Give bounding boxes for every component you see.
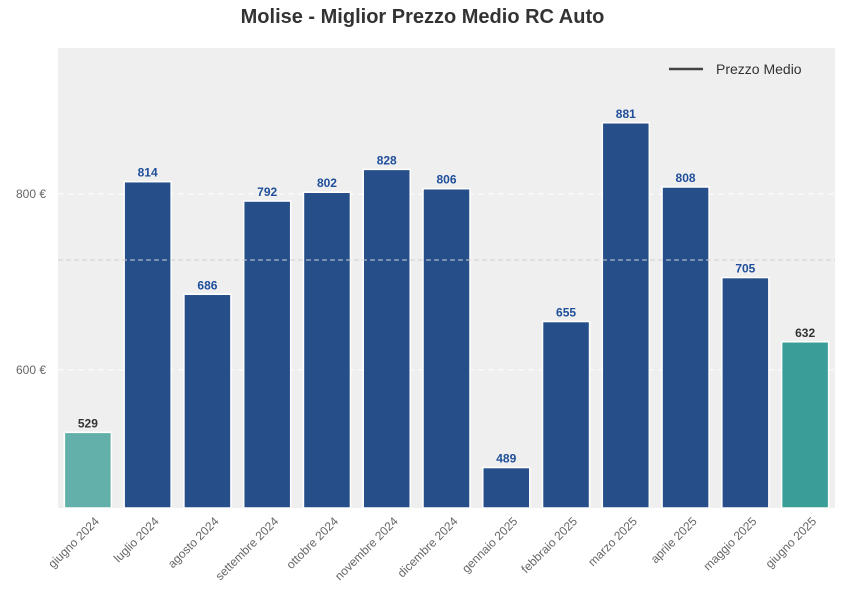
data-label: 529: [78, 416, 98, 430]
data-label: 705: [735, 262, 755, 276]
bar: [362, 168, 411, 509]
x-tick-label: marzo 2025: [585, 514, 640, 569]
x-tick-label: dicembre 2024: [395, 514, 461, 580]
bar: [123, 180, 172, 509]
bar: [242, 200, 292, 509]
bar: [601, 122, 651, 509]
legend-label: Prezzo Medio: [716, 61, 802, 77]
data-label: 808: [676, 171, 696, 185]
data-label: 489: [496, 452, 516, 466]
x-tick-label: novembre 2024: [332, 514, 401, 583]
chart-title: Molise - Miglior Prezzo Medio RC Auto: [240, 6, 605, 28]
x-tick-label: febbraio 2025: [518, 514, 580, 576]
bar: [302, 191, 352, 509]
x-tick-label: aprile 2025: [648, 514, 700, 566]
data-label: 686: [197, 278, 217, 292]
data-label: 655: [556, 306, 576, 320]
x-tick-label: luglio 2024: [111, 514, 162, 565]
bar: [780, 341, 830, 509]
data-label: 802: [317, 176, 337, 190]
data-label: 632: [795, 326, 815, 340]
x-tick-label: gennaio 2025: [459, 514, 521, 576]
data-label: 792: [257, 185, 277, 199]
x-tick-label: maggio 2025: [701, 514, 760, 573]
data-label: 814: [138, 166, 158, 180]
bar: [183, 293, 232, 509]
data-label: 828: [377, 153, 397, 167]
bar: [721, 276, 770, 509]
y-tick-label: 800 €: [16, 187, 46, 201]
bar: [482, 466, 531, 509]
x-tick-label: giugno 2024: [45, 514, 102, 571]
data-label: 806: [436, 173, 456, 187]
x-tick-label: giugno 2025: [763, 514, 820, 571]
y-tick-label: 600 €: [16, 363, 46, 377]
bar: [661, 186, 710, 509]
bar: [63, 431, 113, 509]
x-tick-label: ottobre 2024: [284, 514, 342, 572]
bar: [541, 320, 591, 509]
bar: [422, 187, 471, 509]
x-tick-label: settembre 2024: [212, 514, 281, 583]
x-tick-label: agosto 2024: [165, 514, 222, 571]
data-label: 881: [616, 107, 636, 121]
